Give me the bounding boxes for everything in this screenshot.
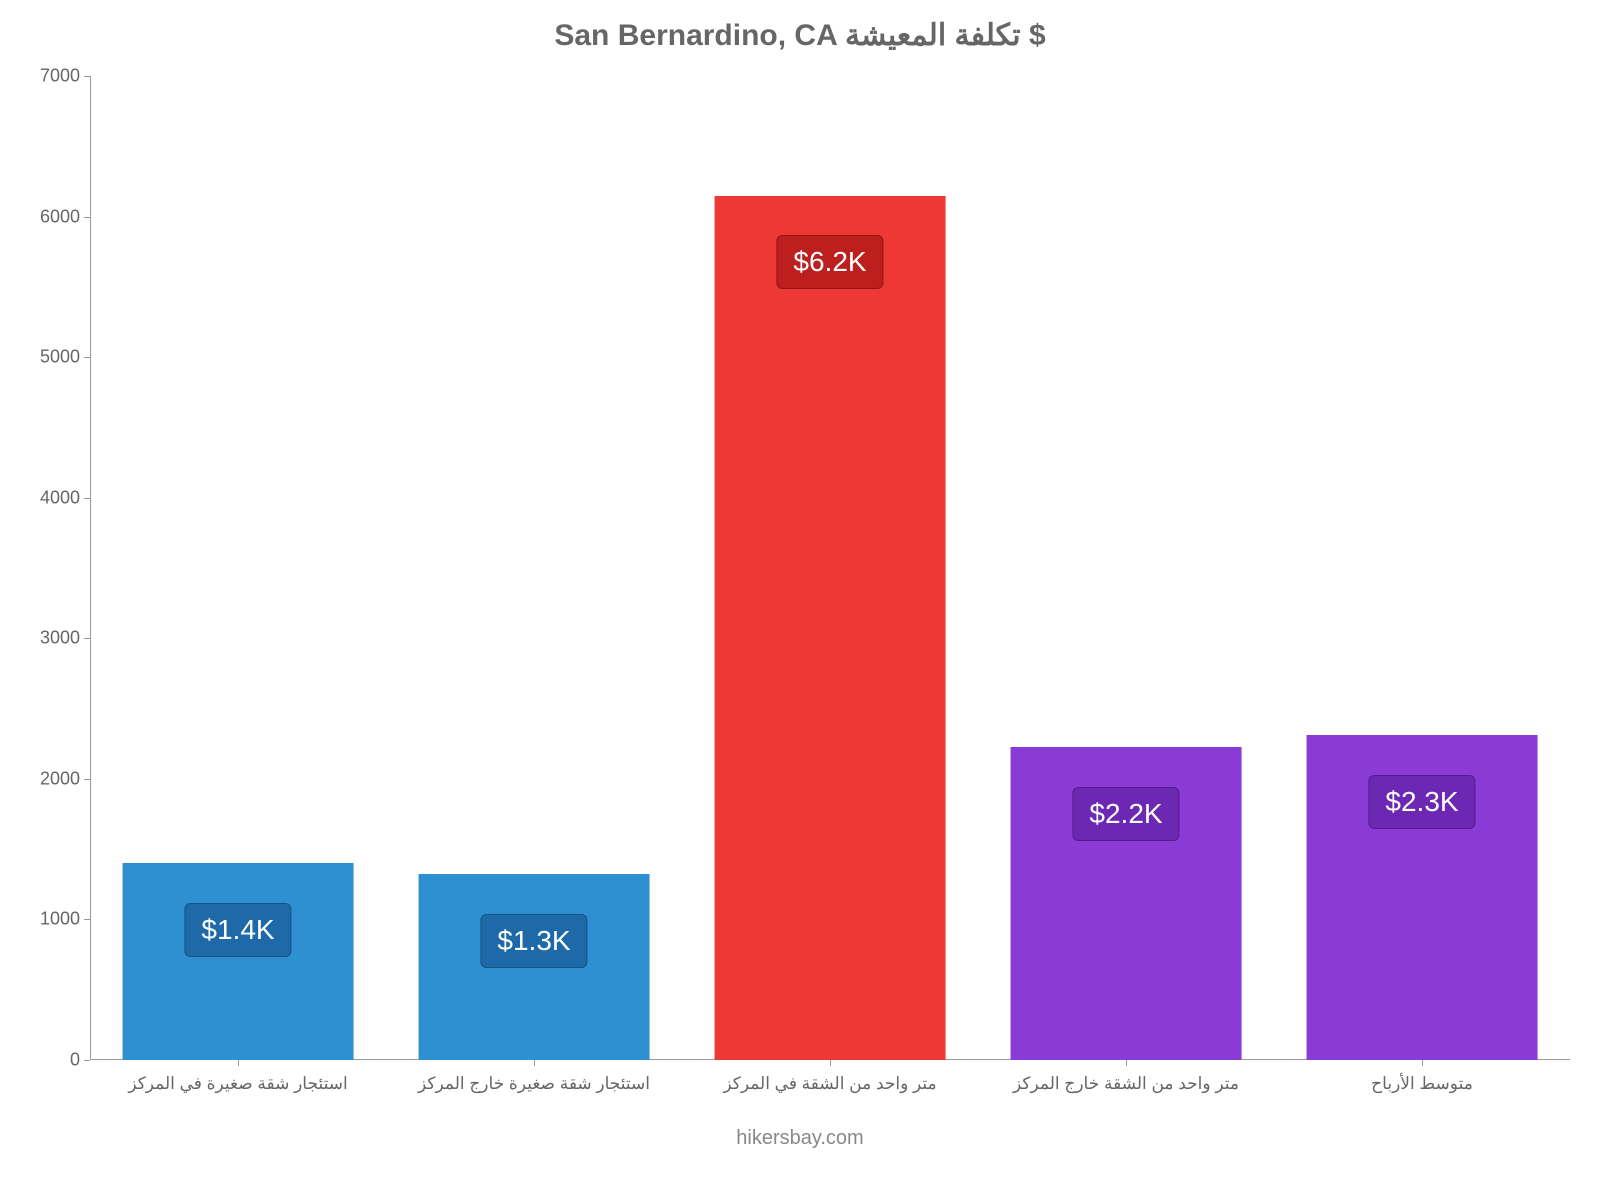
cost-of-living-bar-chart: San Bernardino, CA تكلفة المعيشة $ 01000…: [0, 0, 1600, 1200]
x-axis-category-label: استئجار شقة صغيرة في المركز: [128, 1060, 347, 1094]
bar-slot: $1.3Kاستئجار شقة صغيرة خارج المركز: [386, 76, 682, 1060]
bar-value-badge: $1.3K: [480, 914, 587, 968]
chart-title: San Bernardino, CA تكلفة المعيشة $: [0, 18, 1600, 53]
y-tick-label: 3000: [40, 628, 90, 649]
x-axis-category-label: متوسط الأرباح: [1371, 1060, 1473, 1094]
y-tick-label: 4000: [40, 487, 90, 508]
chart-footer-attribution: hikersbay.com: [0, 1127, 1600, 1150]
bar-value-badge: $6.2K: [776, 235, 883, 289]
y-tick-label: 6000: [40, 206, 90, 227]
bar-slot: $6.2Kمتر واحد من الشقة في المركز: [682, 76, 978, 1060]
x-axis-category-label: متر واحد من الشقة خارج المركز: [1013, 1060, 1239, 1094]
y-tick-label: 7000: [40, 66, 90, 87]
bar-slot: $2.2Kمتر واحد من الشقة خارج المركز: [978, 76, 1274, 1060]
bar: [715, 196, 946, 1061]
y-tick-label: 1000: [40, 909, 90, 930]
bar-slot: $1.4Kاستئجار شقة صغيرة في المركز: [90, 76, 386, 1060]
plot-area: 01000200030004000500060007000 $1.4Kاستئج…: [90, 76, 1570, 1060]
bars-container: $1.4Kاستئجار شقة صغيرة في المركز$1.3Kاست…: [90, 76, 1570, 1060]
bar-slot: $2.3Kمتوسط الأرباح: [1274, 76, 1570, 1060]
x-axis-category-label: متر واحد من الشقة في المركز: [723, 1060, 936, 1094]
y-tick-label: 2000: [40, 768, 90, 789]
bar: [123, 863, 354, 1060]
y-tick-label: 0: [70, 1050, 90, 1071]
bar-value-badge: $2.3K: [1368, 775, 1475, 829]
bar-value-badge: $2.2K: [1072, 787, 1179, 841]
x-axis-category-label: استئجار شقة صغيرة خارج المركز: [418, 1060, 650, 1094]
y-tick-label: 5000: [40, 347, 90, 368]
bar-value-badge: $1.4K: [184, 903, 291, 957]
